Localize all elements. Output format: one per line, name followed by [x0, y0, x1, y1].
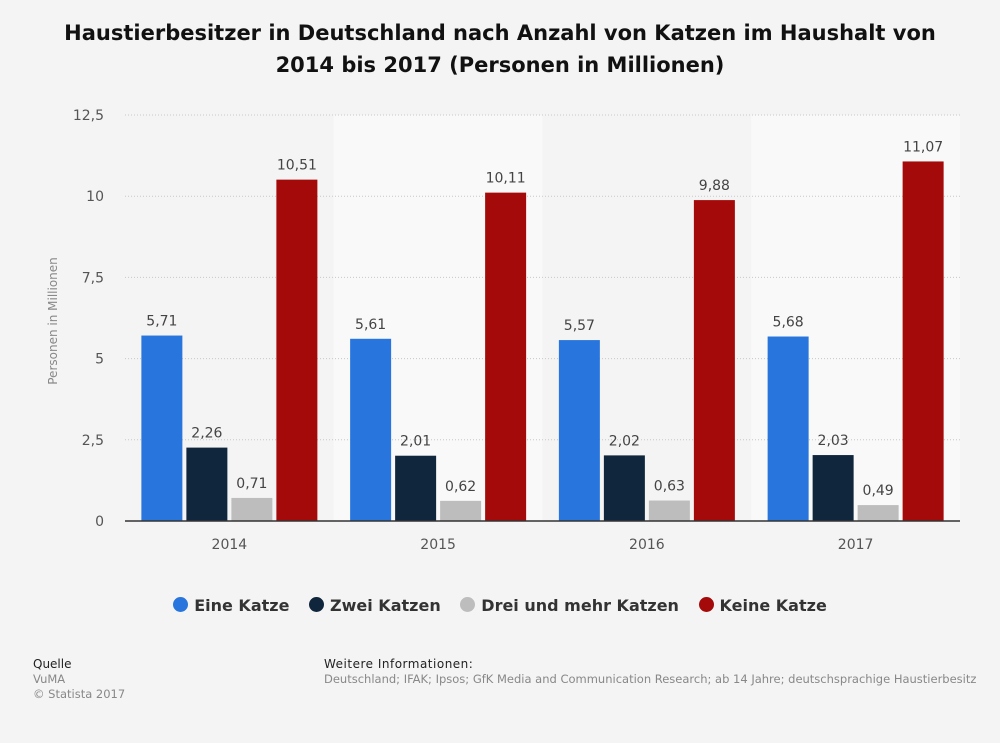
legend-label: Eine Katze — [194, 596, 290, 615]
legend-dot-icon — [460, 597, 476, 612]
bar[interactable] — [395, 455, 437, 521]
legend-label: Keine Katze — [719, 596, 827, 615]
x-tick-label: 2015 — [420, 537, 456, 553]
legend-item-keine-katze[interactable]: Keine Katze — [698, 596, 827, 615]
legend-dot-icon — [698, 597, 714, 612]
bar[interactable] — [693, 200, 735, 521]
data-label: 10,11 — [486, 171, 526, 187]
data-label: 0,49 — [863, 483, 894, 499]
bar[interactable] — [141, 335, 183, 521]
bar[interactable] — [902, 161, 944, 521]
bar[interactable] — [812, 455, 854, 521]
bar[interactable] — [558, 340, 600, 521]
data-label: 0,63 — [654, 479, 685, 495]
copyright: © Statista 2017 — [33, 687, 126, 701]
chart-area: 0 2,5 5 7,5 10 12,5 Personen in Millionen 5,71 2… — [46, 108, 960, 553]
data-label: 2,03 — [818, 433, 849, 449]
source-block: Quelle VuMA © Statista 2017 — [33, 657, 125, 702]
data-label: 2,01 — [400, 434, 431, 450]
bar[interactable] — [350, 338, 392, 521]
legend: Eine Katze Zwei Katzen Drei und mehr Kat… — [0, 596, 1000, 615]
bar[interactable] — [857, 505, 899, 521]
legend-item-eine-katze[interactable]: Eine Katze — [173, 596, 289, 615]
info-heading[interactable]: Weitere Informationen: — [324, 657, 474, 671]
y-tick-label: 10 — [86, 189, 104, 205]
info-block: Weitere Informationen: Deutschland; IFAK… — [324, 657, 1000, 687]
source-name: VuMA — [33, 672, 66, 686]
data-label: 11,07 — [903, 139, 943, 155]
source-heading: Quelle — [33, 657, 72, 671]
data-label: 0,62 — [445, 479, 476, 495]
legend-dot-icon — [173, 597, 189, 612]
legend-label: Zwei Katzen — [330, 596, 441, 615]
chart-title: Haustierbesitzer in Deutschland nach Anz… — [64, 21, 936, 77]
x-tick-label: 2016 — [629, 537, 665, 553]
y-tick-label: 5 — [95, 352, 104, 368]
bar[interactable] — [440, 500, 482, 521]
bar[interactable] — [186, 447, 228, 521]
data-label: 2,02 — [609, 433, 640, 449]
x-tick-label: 2017 — [838, 537, 874, 553]
y-tick-label: 12,5 — [73, 108, 104, 124]
bar[interactable] — [648, 500, 690, 521]
data-label: 5,61 — [355, 317, 386, 333]
data-label: 5,57 — [564, 318, 595, 334]
info-text: Deutschland; IFAK; Ipsos; GfK Media and … — [324, 672, 977, 686]
data-label: 5,68 — [773, 315, 804, 331]
y-tick-label: 0 — [95, 514, 104, 530]
bar[interactable] — [603, 455, 645, 521]
x-tick-label: 2014 — [212, 537, 248, 553]
legend-item-zwei-katzen[interactable]: Zwei Katzen — [309, 596, 441, 615]
y-axis-label: Personen in Millionen — [46, 257, 60, 385]
bar[interactable] — [231, 497, 273, 521]
data-label: 2,26 — [191, 426, 222, 442]
data-label: 9,88 — [699, 178, 730, 194]
legend-dot-icon — [309, 597, 325, 612]
y-tick-label: 2,5 — [82, 433, 104, 449]
data-label: 5,71 — [146, 314, 177, 330]
bar[interactable] — [767, 336, 809, 521]
legend-item-drei-und-mehr-katzen[interactable]: Drei und mehr Katzen — [460, 596, 679, 615]
bar[interactable] — [276, 179, 318, 521]
legend-label: Drei und mehr Katzen — [481, 596, 679, 615]
y-tick-label: 7,5 — [82, 270, 104, 286]
data-label: 0,71 — [236, 476, 267, 492]
bar[interactable] — [485, 192, 527, 521]
data-label: 10,51 — [277, 158, 317, 174]
